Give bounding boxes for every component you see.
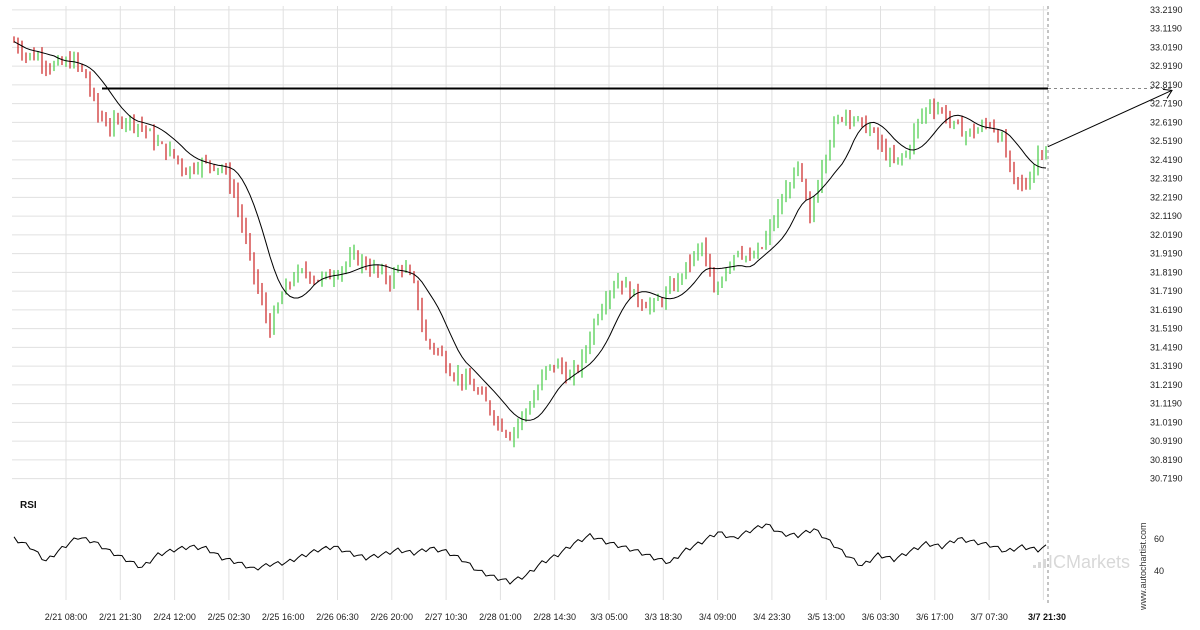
rsi-panel: RSI 60 40 xyxy=(13,500,1164,585)
y-tick-label: 32.9190 xyxy=(1150,61,1183,71)
brand-name: ICMarkets xyxy=(1048,552,1130,572)
x-tick-label: 3/3 18:30 xyxy=(645,612,683,622)
y-tick-label: 31.6190 xyxy=(1150,305,1183,315)
price-axis: 33.2190 33.1190 33.0190 32.9190 32.8190 32.71… xyxy=(1150,5,1183,484)
x-tick-label: 3/7 07:30 xyxy=(970,612,1008,622)
x-tick-label: 2/21 21:30 xyxy=(99,612,142,622)
grid xyxy=(12,6,1048,600)
x-tick-label: 2/26 20:00 xyxy=(371,612,414,622)
x-tick-label: 3/6 03:30 xyxy=(862,612,900,622)
y-tick-label: 32.1190 xyxy=(1150,211,1182,221)
rsi-label: RSI xyxy=(20,500,37,511)
y-tick-label: 32.5190 xyxy=(1150,136,1183,146)
rsi-tick-label: 60 xyxy=(1154,534,1164,544)
x-tick-label: 2/24 12:00 xyxy=(153,612,196,622)
projection-arrow xyxy=(1047,89,1173,148)
y-tick-label: 31.1190 xyxy=(1150,399,1182,409)
x-tick-label: 2/28 01:00 xyxy=(479,612,522,622)
y-tick-label: 31.4190 xyxy=(1150,342,1183,352)
rsi-tick-label: 40 xyxy=(1154,566,1164,576)
x-tick-label: 3/5 13:00 xyxy=(807,612,845,622)
brand-icon xyxy=(1033,559,1046,568)
source-watermark: www.autochartist.com xyxy=(1138,522,1148,611)
x-tick-label: 3/4 09:00 xyxy=(699,612,737,622)
y-tick-label: 31.3190 xyxy=(1150,361,1183,371)
x-tick-label: 3/7 21:30 xyxy=(1028,612,1066,622)
x-tick-label: 2/28 14:30 xyxy=(533,612,576,622)
x-tick-label: 2/25 02:30 xyxy=(208,612,251,622)
brand-logo: ICMarkets xyxy=(1033,552,1130,572)
y-tick-label: 31.2190 xyxy=(1150,380,1183,390)
y-tick-label: 31.8190 xyxy=(1150,267,1183,277)
y-tick-label: 30.8190 xyxy=(1150,455,1183,465)
y-tick-label: 32.0190 xyxy=(1150,230,1183,240)
x-tick-label: 2/26 06:30 xyxy=(316,612,359,622)
x-tick-label: 2/27 10:30 xyxy=(425,612,468,622)
y-tick-label: 32.3190 xyxy=(1150,174,1183,184)
y-tick-label: 33.1190 xyxy=(1150,24,1182,34)
y-tick-label: 30.7190 xyxy=(1150,474,1183,484)
x-tick-label: 2/25 16:00 xyxy=(262,612,305,622)
x-tick-label: 3/6 17:00 xyxy=(916,612,954,622)
y-tick-label: 31.0190 xyxy=(1150,417,1183,427)
x-tick-label: 3/3 05:00 xyxy=(590,612,628,622)
y-tick-label: 32.4190 xyxy=(1150,155,1183,165)
x-tick-label: 2/21 08:00 xyxy=(45,612,88,622)
y-tick-label: 32.8190 xyxy=(1150,80,1183,90)
y-tick-label: 31.7190 xyxy=(1150,286,1183,296)
moving-average-series xyxy=(13,41,1047,421)
moving-average-line xyxy=(13,41,1047,421)
projection-arrowhead xyxy=(1162,88,1173,99)
rsi-line xyxy=(13,523,1047,585)
y-tick-label: 32.7190 xyxy=(1150,99,1183,109)
y-tick-label: 30.9190 xyxy=(1150,436,1183,446)
time-axis: 2/21 08:00 2/21 21:30 2/24 12:00 2/25 02:30… xyxy=(45,612,1066,622)
y-tick-label: 32.2190 xyxy=(1150,192,1183,202)
y-tick-label: 31.9190 xyxy=(1150,249,1183,259)
x-tick-label: 3/4 23:30 xyxy=(753,612,791,622)
y-tick-label: 33.2190 xyxy=(1150,5,1183,15)
y-tick-label: 32.6190 xyxy=(1150,117,1183,127)
candlestick-series xyxy=(13,36,1047,448)
y-tick-label: 31.5190 xyxy=(1150,324,1183,334)
pattern-overlay xyxy=(102,6,1173,604)
y-tick-label: 33.0190 xyxy=(1150,42,1183,52)
